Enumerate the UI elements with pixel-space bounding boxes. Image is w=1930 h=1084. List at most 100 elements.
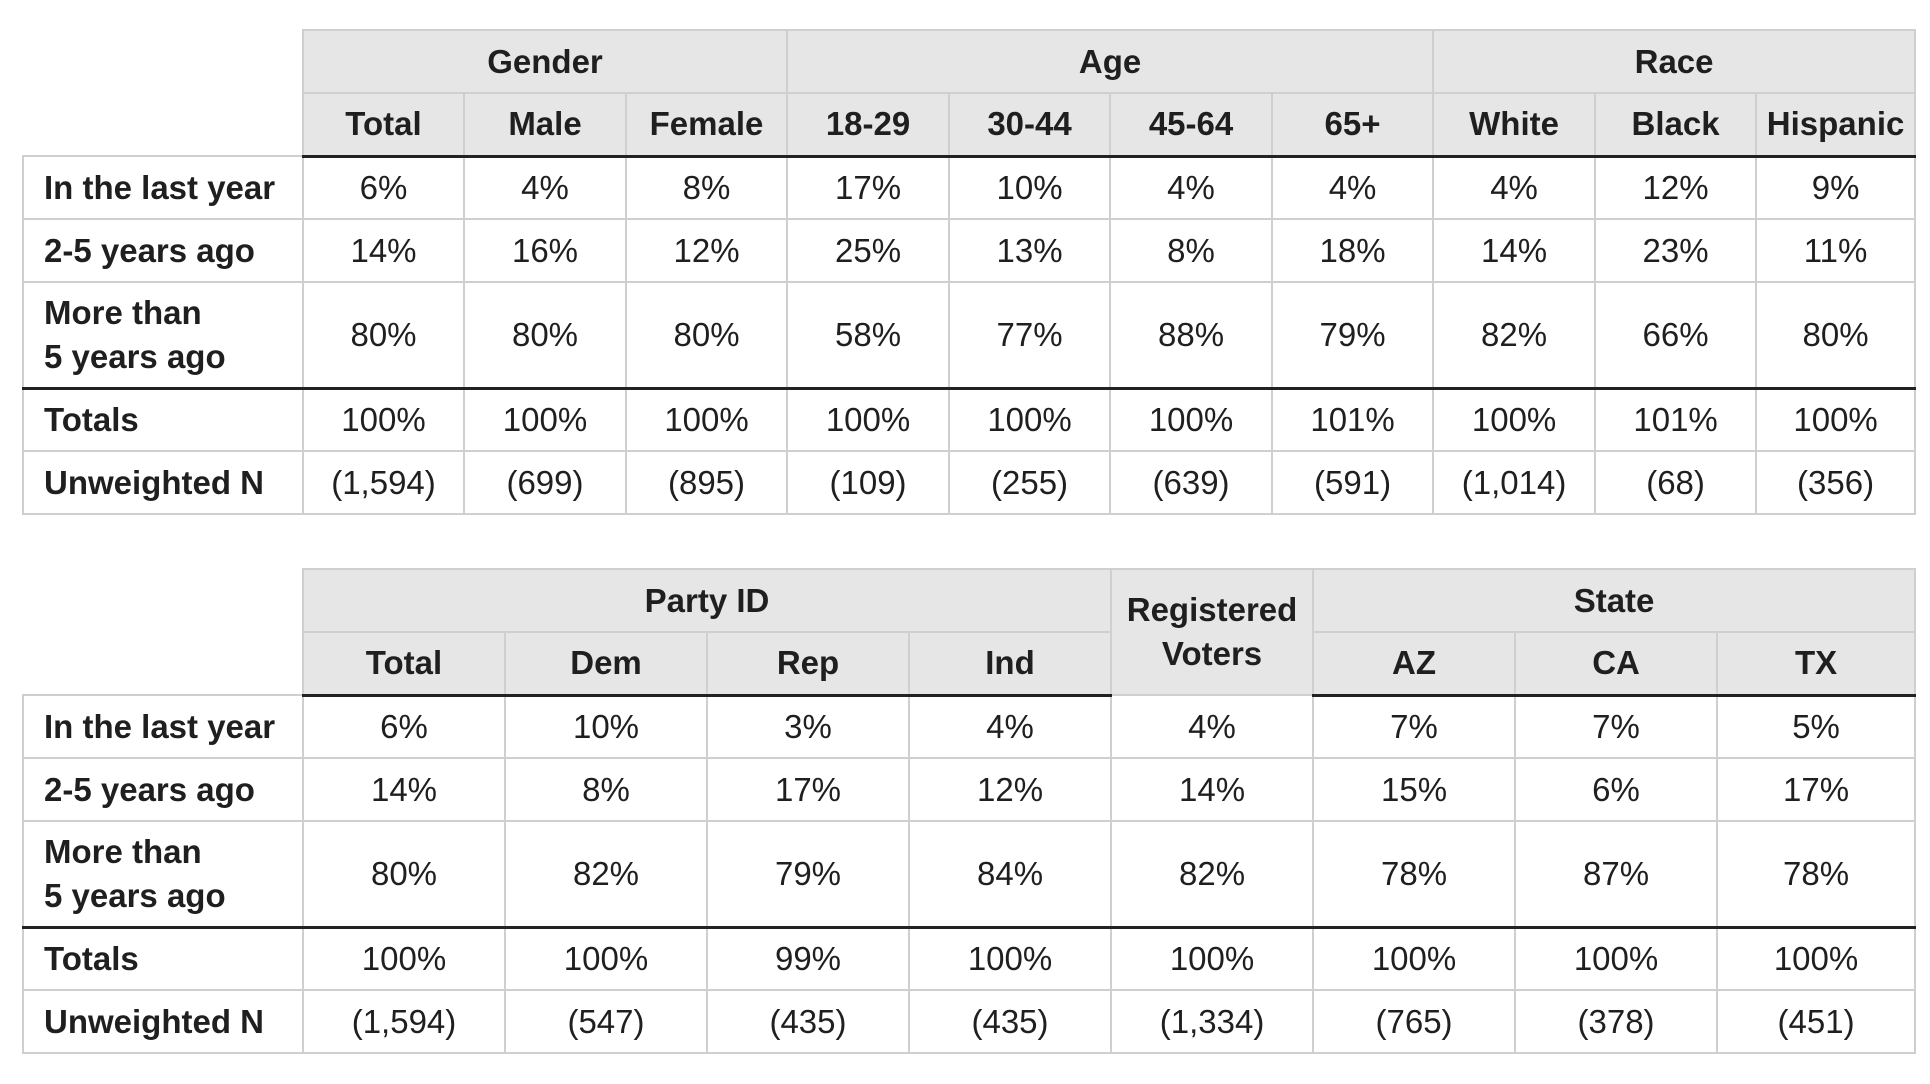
column-header: Female <box>624 92 789 158</box>
table-cell: 80% <box>1755 281 1917 390</box>
table-row: In the last year 6% 4% 8% 17% 10% 4% 4% 4% 12% 9% <box>22 155 1917 220</box>
group-header-race: Race <box>1432 29 1917 94</box>
column-header-registered-voters: Registered Voters <box>1110 568 1315 696</box>
table-cell: 4% <box>463 155 627 220</box>
table-cell: (435) <box>907 989 1113 1054</box>
column-header: White <box>1432 92 1597 158</box>
table-cell: 10% <box>948 155 1112 220</box>
table-cell: 17% <box>706 757 910 822</box>
table-cell: 99% <box>706 926 910 991</box>
table-cell: (378) <box>1514 989 1719 1054</box>
table-cell: 100% <box>1514 926 1719 991</box>
table-cell: 8% <box>624 155 789 220</box>
table-cell: 7% <box>1312 694 1517 759</box>
table-cell: (68) <box>1594 450 1758 515</box>
table-cell: (1,014) <box>1432 450 1597 515</box>
table-cell: 8% <box>1109 218 1274 283</box>
table-cell: 25% <box>786 218 951 283</box>
table-cell: 14% <box>1110 757 1315 822</box>
table-cell: 82% <box>504 820 708 929</box>
table-cell: 23% <box>1594 218 1758 283</box>
table-cell: 100% <box>948 387 1112 452</box>
table-row: Totals 100% 100% 99% 100% 100% 100% 100% 100% <box>22 926 1917 991</box>
row-label: Totals <box>22 926 304 991</box>
table-cell: 12% <box>907 757 1113 822</box>
table-cell: 6% <box>302 155 465 220</box>
table-cell: 13% <box>948 218 1112 283</box>
table-cell: (451) <box>1716 989 1917 1054</box>
column-header: Rep <box>706 631 910 697</box>
table-cell: 100% <box>1755 387 1917 452</box>
table-cell: 17% <box>1716 757 1917 822</box>
table-cell: 14% <box>302 218 465 283</box>
table-cell: 100% <box>504 926 708 991</box>
table-cell: (1,594) <box>302 450 465 515</box>
table-cell: 80% <box>302 820 506 929</box>
table-cell: 100% <box>1109 387 1274 452</box>
table-cell: 4% <box>1110 694 1315 759</box>
row-label: Totals <box>22 387 304 452</box>
group-header-state: State <box>1312 568 1917 633</box>
table-cell: 4% <box>1271 155 1435 220</box>
table-cell: 100% <box>463 387 627 452</box>
column-header: AZ <box>1312 631 1517 697</box>
table-cell: (356) <box>1755 450 1917 515</box>
table-cell: (109) <box>786 450 951 515</box>
column-header: Total <box>302 631 506 697</box>
table-cell: 66% <box>1594 281 1758 390</box>
table-cell: 80% <box>302 281 465 390</box>
table-row: More than 5 years ago 80% 80% 80% 58% 77% 88% 79… <box>22 281 1917 390</box>
row-label: More than 5 years ago <box>22 820 304 929</box>
table-cell: 12% <box>624 218 789 283</box>
row-label: Unweighted N <box>22 450 304 515</box>
table-cell: (1,334) <box>1110 989 1315 1054</box>
table-cell: 4% <box>907 694 1113 759</box>
table-cell: (435) <box>706 989 910 1054</box>
table-cell: (255) <box>948 450 1112 515</box>
table-cell: 84% <box>907 820 1113 929</box>
column-header: 65+ <box>1271 92 1435 158</box>
table-row: Totals 100% 100% 100% 100% 100% 100% 101% 100% 10… <box>22 387 1917 452</box>
table-cell: 79% <box>1271 281 1435 390</box>
table-cell: 100% <box>1312 926 1517 991</box>
table-cell: 80% <box>624 281 789 390</box>
table-cell: 9% <box>1755 155 1917 220</box>
table-cell: (765) <box>1312 989 1517 1054</box>
table-cell: 17% <box>786 155 951 220</box>
table-cell: (547) <box>504 989 708 1054</box>
table-cell: 77% <box>948 281 1112 390</box>
table-row: Unweighted N (1,594) (547) (435) (435) (1,334… <box>22 989 1917 1054</box>
table-cell: 7% <box>1514 694 1719 759</box>
table-cell: 11% <box>1755 218 1917 283</box>
table-cell: 6% <box>302 694 506 759</box>
table-cell: 10% <box>504 694 708 759</box>
corner-cell <box>23 569 303 695</box>
table-body: In the last year 6% 10% 3% 4% 4% 7% 7% 5% 2-5 yea… <box>22 694 1917 1054</box>
table-cell: 88% <box>1109 281 1274 390</box>
table-cell: 100% <box>1432 387 1597 452</box>
table-cell: 100% <box>1110 926 1315 991</box>
table-row: 2-5 years ago 14% 8% 17% 12% 14% 15% 6% 17% <box>22 757 1917 822</box>
table-row: Unweighted N (1,594) (699) (895) (109) (255)(… <box>22 450 1917 515</box>
row-label: Unweighted N <box>22 989 304 1054</box>
table-cell: 16% <box>463 218 627 283</box>
table-cell: 4% <box>1432 155 1597 220</box>
group-header-party-id: Party ID <box>301 568 1113 633</box>
table-cell: 100% <box>786 387 951 452</box>
column-header: TX <box>1716 631 1917 697</box>
table-cell: 79% <box>706 820 910 929</box>
table-cell: 78% <box>1716 820 1917 929</box>
row-label: In the last year <box>22 694 304 759</box>
table-cell: (1,594) <box>302 989 506 1054</box>
table-cell: 14% <box>302 757 506 822</box>
table-cell: 82% <box>1110 820 1315 929</box>
table-cell: 100% <box>624 387 789 452</box>
row-label: More than 5 years ago <box>22 281 304 390</box>
table-cell: 8% <box>504 757 708 822</box>
table-cell: 101% <box>1271 387 1435 452</box>
group-header-gender: Gender <box>301 29 789 94</box>
table-cell: 58% <box>786 281 951 390</box>
table-cell: 100% <box>302 387 465 452</box>
table-cell: 18% <box>1271 218 1435 283</box>
table-cell: (591) <box>1271 450 1435 515</box>
